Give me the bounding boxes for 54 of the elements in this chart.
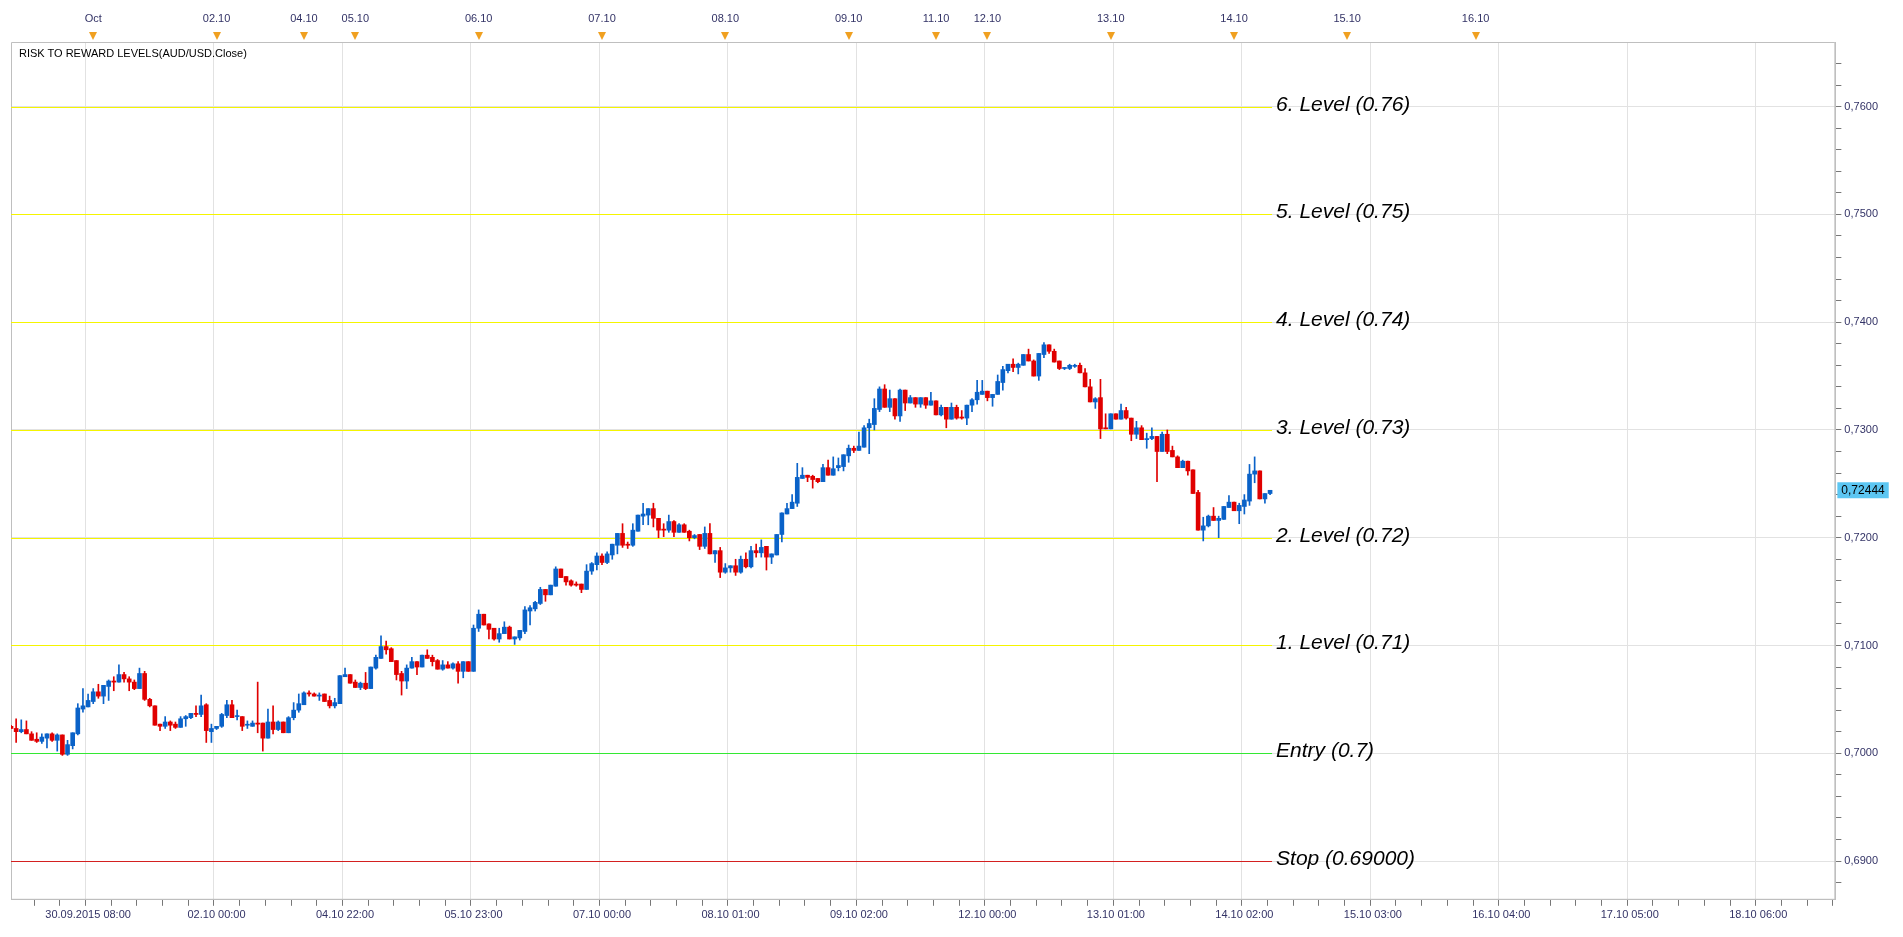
candlestick [1113,413,1119,420]
x-tick-label: 13.10 01:00 [1086,908,1145,921]
x-tick-label: 02.10 00:00 [187,908,246,921]
x-tick-label: 04.10 22:00 [315,908,375,921]
x-tick-label: 05.10 23:00 [444,908,503,921]
text: 0,72444 [1841,482,1886,497]
ref-line-label: 1. Level (0.71) [1276,629,1411,653]
x-tick-label: 18.10 06:00 [1729,908,1788,921]
candlestick [1257,470,1263,500]
x-tick-label: 14.10 02:00 [1215,908,1274,921]
y-tick-label: 0,7100 [1844,638,1879,651]
ref-line-label: 3. Level (0.73) [1276,414,1411,438]
x-tick-label: 08.10 01:00 [701,908,760,921]
x-tick-label: 09.10 02:00 [829,908,888,921]
candlestick [419,654,425,668]
ref-line-label: Entry (0.7) [1276,737,1375,761]
text: 16.10 [1461,12,1490,24]
y-tick-label: 0,7000 [1844,746,1879,759]
text: 08.10 [711,12,740,24]
text: 11.10 [922,12,950,24]
y-tick-label: 0,6900 [1844,854,1879,867]
text: 09.10 [834,12,863,24]
candlestick [933,400,939,416]
candlestick [1231,501,1237,512]
text: 06.10 [464,12,493,24]
ref-line-label: 6. Level (0.76) [1276,91,1411,115]
text: 05.10 [341,12,370,24]
text: Oct [84,12,102,24]
ref-line-label: 2. Level (0.72) [1275,522,1411,546]
candlestick [558,568,564,578]
y-tick-label: 0,7400 [1844,315,1879,328]
text: 07.10 [588,12,616,24]
text: 15.10 [1333,12,1361,24]
candlestick [1108,413,1114,430]
chart-title: RISK TO REWARD LEVELS(AUD/USD.Close) [19,46,247,59]
ref-line-label: 4. Level (0.74) [1276,306,1411,330]
y-tick-label: 0,7500 [1844,207,1879,220]
x-tick-label: 15.10 03:00 [1343,908,1402,921]
y-tick-label: 0,7600 [1844,99,1879,112]
x-tick-label: 12.10 00:00 [958,908,1017,921]
x-tick-label: 30.09.2015 08:00 [45,908,131,921]
text: 02.10 [202,12,231,24]
text: 14.10 [1220,12,1248,24]
x-tick-label: 07.10 00:00 [572,908,632,921]
x-tick-label: 16.10 04:00 [1472,908,1531,921]
ref-line-label: 5. Level (0.75) [1276,198,1411,222]
y-tick-label: 0,7300 [1844,422,1879,435]
candlestick [481,613,487,626]
text: 12.10 [973,12,1002,24]
x-tick-label: 17.10 05:00 [1600,908,1659,921]
text: 13.10 [1096,12,1125,24]
ref-line-label: Stop (0.69000) [1276,845,1415,869]
y-tick-label: 0,7200 [1844,530,1879,543]
text: 04.10 [290,12,318,24]
